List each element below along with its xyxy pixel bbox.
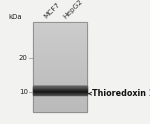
Bar <box>33 54 87 55</box>
Bar <box>33 110 87 112</box>
Bar <box>33 83 87 84</box>
Bar <box>33 108 87 109</box>
Bar <box>33 103 87 104</box>
Bar <box>33 50 87 51</box>
Bar <box>33 46 87 47</box>
Bar <box>33 28 87 29</box>
Bar <box>33 60 87 61</box>
Bar <box>33 65 87 66</box>
Text: MCF7: MCF7 <box>43 1 61 20</box>
Bar <box>33 68 87 69</box>
Bar <box>33 49 87 50</box>
Bar <box>33 66 87 67</box>
Bar <box>33 105 87 106</box>
Bar <box>33 92 87 93</box>
Bar <box>33 74 87 75</box>
Bar <box>33 29 87 30</box>
Bar <box>33 109 87 110</box>
Bar <box>33 87 87 88</box>
Bar <box>33 97 87 98</box>
Bar <box>33 94 87 95</box>
Bar <box>33 98 87 99</box>
Bar <box>33 89 87 90</box>
Bar <box>33 42 87 44</box>
Text: HepG2: HepG2 <box>62 0 84 20</box>
Bar <box>33 85 87 86</box>
Bar <box>33 90 87 92</box>
Bar <box>33 79 87 80</box>
Text: 10: 10 <box>19 89 28 95</box>
Bar <box>33 33 87 35</box>
Bar <box>33 56 87 57</box>
Bar <box>33 48 87 49</box>
Bar <box>33 80 87 81</box>
Bar <box>33 71 87 73</box>
Bar <box>33 95 87 96</box>
Bar <box>33 45 87 46</box>
Bar <box>33 47 87 48</box>
Bar <box>33 35 87 36</box>
Bar <box>33 86 87 87</box>
Bar <box>33 59 87 60</box>
Bar <box>33 78 87 79</box>
Bar <box>33 27 87 28</box>
Bar <box>33 62 87 64</box>
Bar <box>33 89 87 90</box>
Bar <box>33 77 87 78</box>
Bar <box>33 32 87 33</box>
Bar <box>33 67 87 68</box>
Bar <box>33 88 87 89</box>
Bar <box>33 25 87 26</box>
Bar <box>33 86 87 87</box>
Text: Thioredoxin 1: Thioredoxin 1 <box>92 89 150 98</box>
Bar <box>33 37 87 38</box>
Bar <box>33 61 87 62</box>
Bar <box>33 94 87 95</box>
Bar <box>33 22 87 112</box>
Bar <box>33 41 87 42</box>
Bar <box>33 57 87 58</box>
Bar <box>33 93 87 94</box>
Bar <box>33 38 87 39</box>
Bar <box>33 81 87 83</box>
Bar <box>33 73 87 74</box>
Bar <box>33 75 87 76</box>
Bar <box>33 39 87 40</box>
Bar <box>33 51 87 52</box>
Bar <box>33 93 87 94</box>
Text: kDa: kDa <box>8 14 22 20</box>
Bar <box>33 84 87 85</box>
Bar <box>33 22 87 23</box>
Bar <box>33 36 87 37</box>
Bar <box>33 88 87 89</box>
Bar <box>33 76 87 77</box>
Bar <box>33 107 87 108</box>
Bar <box>33 31 87 32</box>
Bar <box>33 58 87 59</box>
Bar <box>33 69 87 70</box>
Bar <box>33 99 87 100</box>
Bar <box>33 104 87 105</box>
Bar <box>33 40 87 41</box>
Bar <box>33 52 87 54</box>
Bar <box>33 102 87 103</box>
Bar <box>33 26 87 27</box>
Bar <box>33 90 87 91</box>
Bar <box>33 96 87 97</box>
Bar <box>33 87 87 88</box>
Bar <box>33 55 87 56</box>
Bar <box>33 91 87 92</box>
Text: 20: 20 <box>19 55 28 61</box>
Bar <box>33 30 87 31</box>
Bar <box>33 44 87 45</box>
Bar <box>33 106 87 107</box>
Bar <box>33 64 87 65</box>
Bar <box>33 100 87 102</box>
Bar <box>33 92 87 93</box>
Bar <box>33 70 87 71</box>
Bar <box>33 23 87 25</box>
